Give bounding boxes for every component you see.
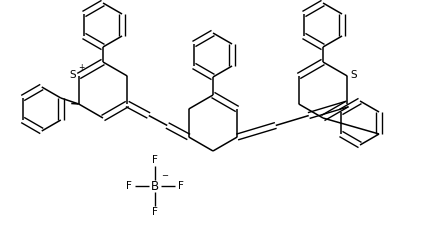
Text: +: + <box>78 64 85 73</box>
Text: S: S <box>350 70 357 80</box>
Text: F: F <box>152 207 158 217</box>
Text: B: B <box>151 179 159 193</box>
Text: −: − <box>161 172 169 180</box>
Text: F: F <box>126 181 132 191</box>
Text: F: F <box>178 181 184 191</box>
Text: S: S <box>69 70 76 80</box>
Text: F: F <box>152 155 158 165</box>
